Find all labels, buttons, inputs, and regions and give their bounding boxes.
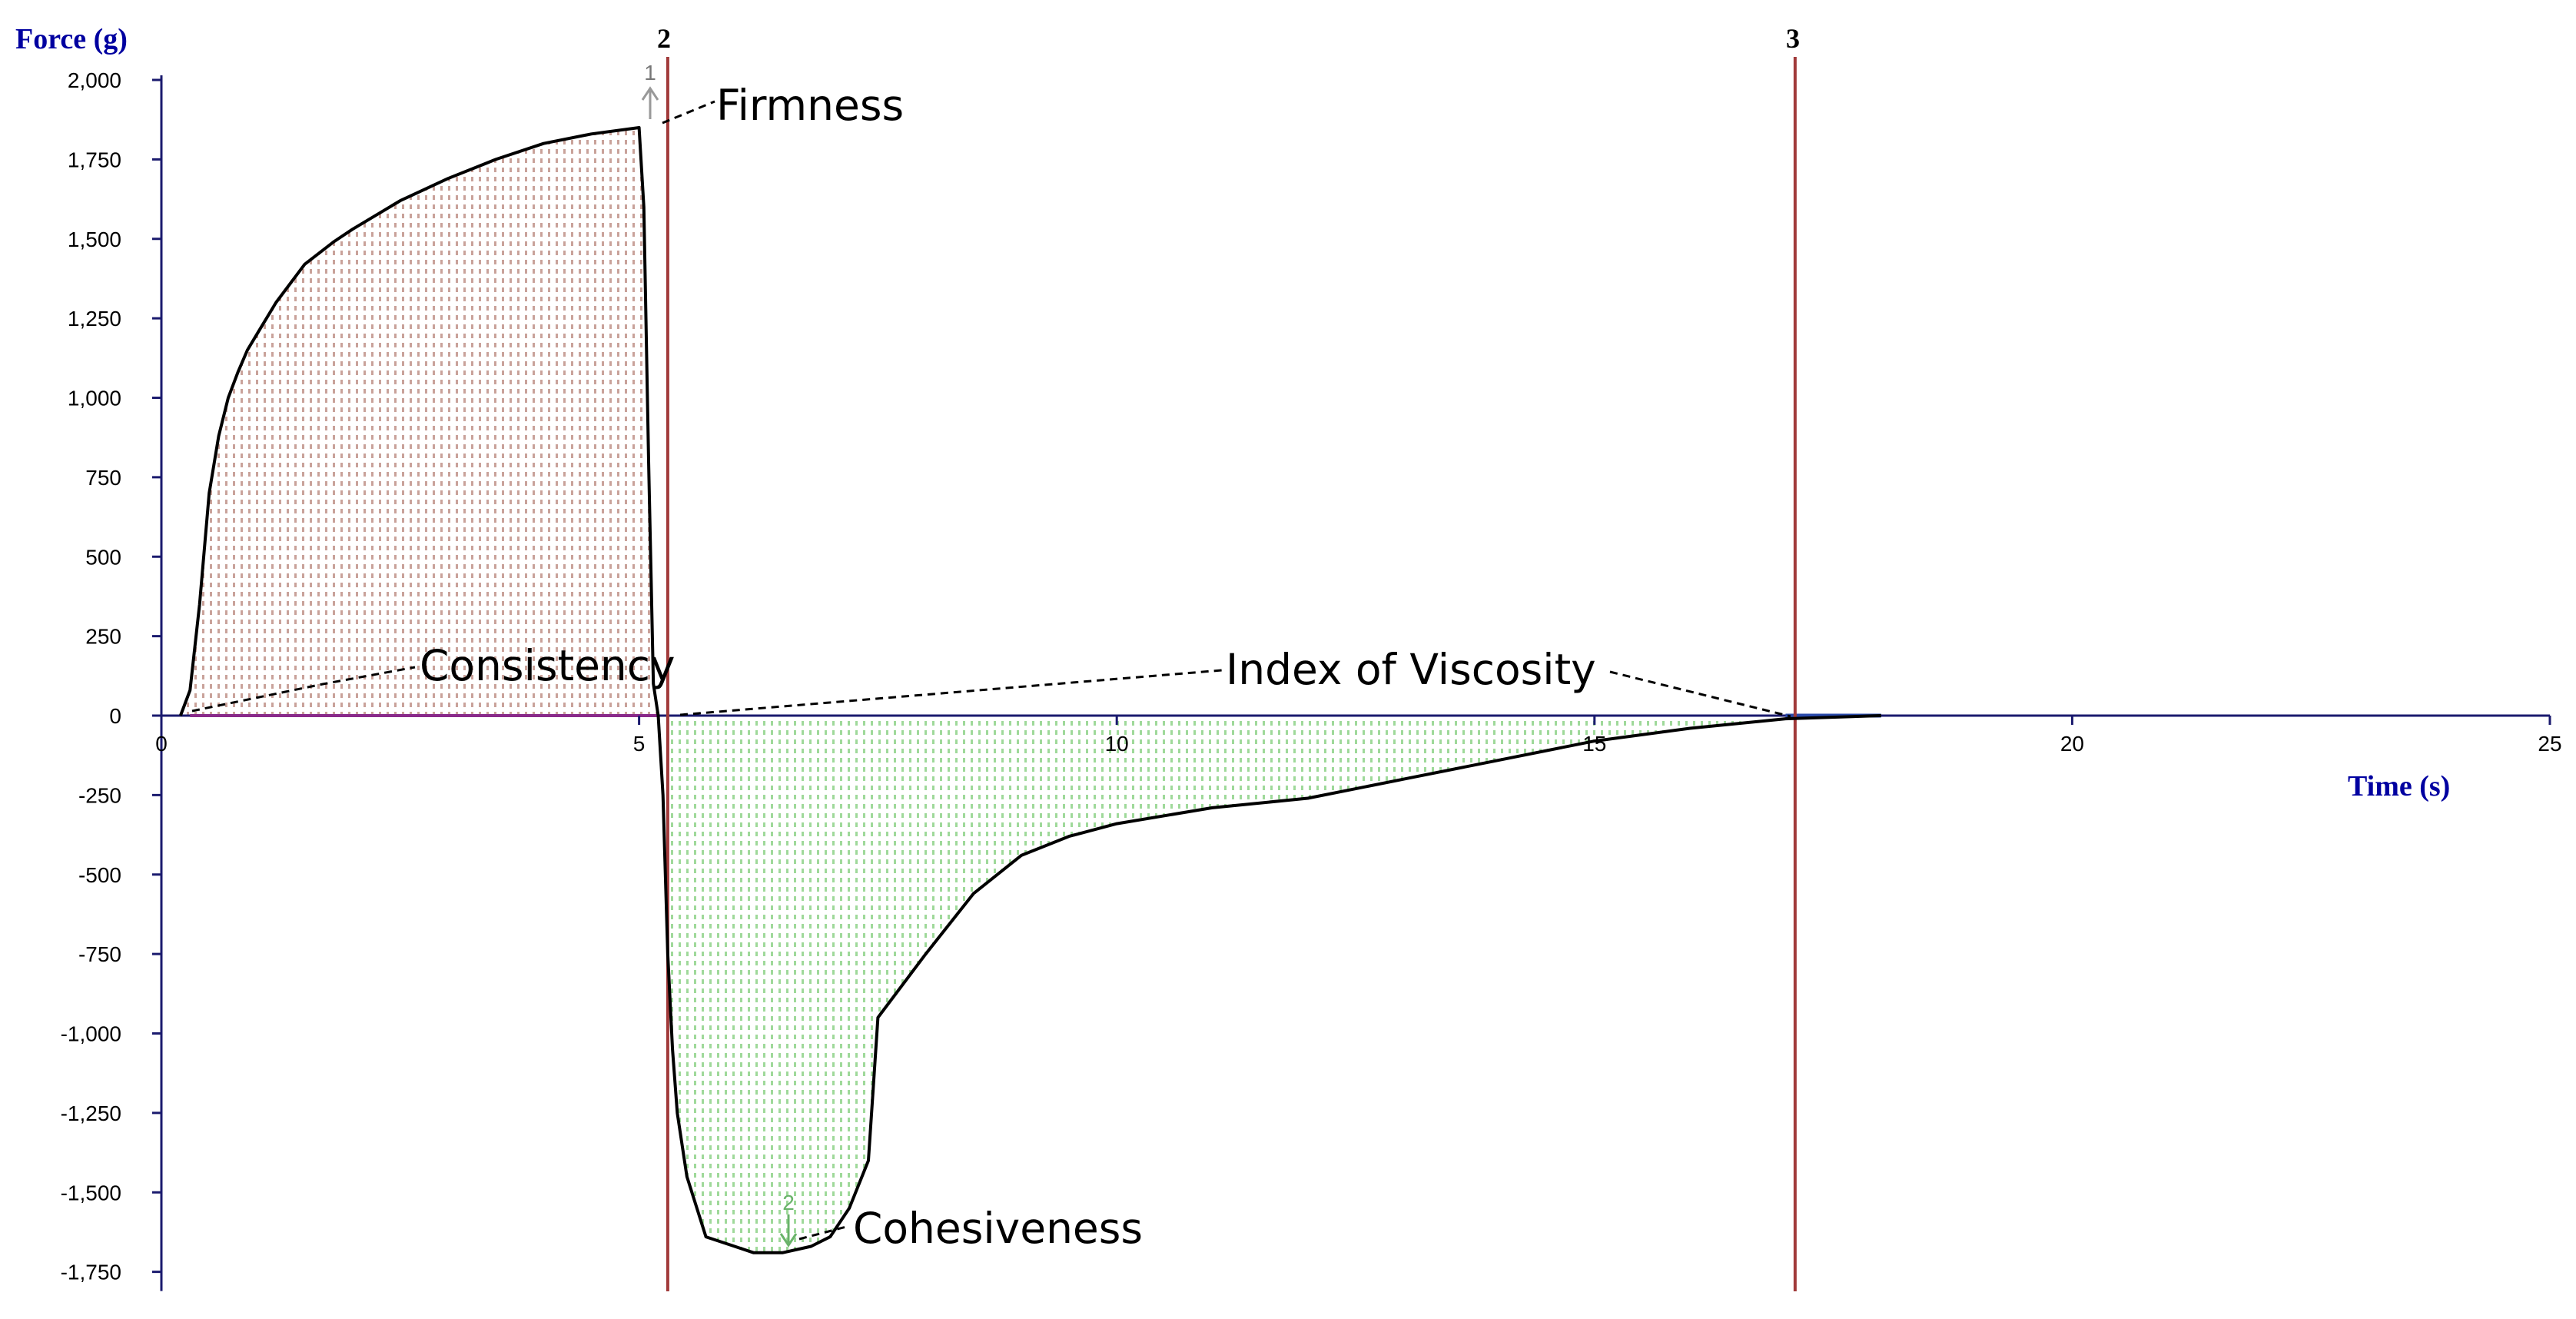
consistency-area [180,128,659,716]
y-tick-label: 250 [85,625,121,649]
peak-marker-2: 2 [779,1191,798,1248]
x-tick-label: 15 [1582,732,1606,756]
x-tick-label: 20 [2060,732,2084,756]
axes [160,75,2550,1291]
y-tick-label: 750 [85,466,121,490]
y-tick-label: 0 [109,704,121,728]
firmness-annotation: Firmness [716,81,904,130]
viscosity-annotation: Index of Viscosity [1226,645,1596,694]
viscosity-leader-right [1609,670,1791,718]
y-axis-ticks: 2,000 1,750 1,500 1,250 1,000 750 500 250 0 -250 -… [61,68,161,1284]
annotation-leaders [191,100,1791,1241]
consistency-annotation: Consistency [420,641,676,690]
y-tick-label: -250 [78,783,121,807]
marker-label-3: 3 [1786,23,1800,54]
point-label-2: 2 [782,1191,795,1214]
viscosity-leader-left [679,669,1223,716]
cohesiveness-leader [798,1224,850,1241]
y-tick-label: -1,250 [61,1101,121,1125]
peak-arrowhead-1 [641,86,659,101]
y-tick-label: -500 [78,863,121,887]
y-tick-label: -1,750 [61,1261,121,1284]
area-fills [180,128,1786,1253]
y-tick-label: 1,000 [68,387,121,410]
y-tick-label: 500 [85,545,121,569]
x-tick-label: 10 [1105,732,1129,756]
x-tick-label: 0 [155,732,168,756]
y-tick-label: 1,500 [68,228,121,251]
force-curve [179,126,1881,1254]
x-axis-ticks: 0 5 10 15 20 25 [155,716,2562,756]
y-tick-label: -1,500 [61,1181,121,1204]
y-tick-label: 1,250 [68,307,121,331]
viscosity-area [667,716,1786,1253]
y-tick-label: -750 [78,942,121,966]
x-axis-title: Time (s) [2348,770,2450,802]
x-tick-label: 25 [2538,732,2561,756]
y-axis-title: Force (g) [15,23,128,55]
peak-marker-1: 1 [641,61,659,119]
marker-lines [666,57,1797,1291]
force-curve-line [179,126,1881,1254]
consistency-leader [191,666,416,713]
y-tick-label: 2,000 [68,68,121,92]
y-tick-label: -1,000 [61,1022,121,1046]
marker-label-2: 2 [657,23,671,54]
x-tick-label: 5 [633,732,646,756]
firmness-leader [662,100,715,125]
cohesiveness-annotation: Cohesiveness [853,1204,1143,1253]
peak-arrowhead-2 [779,1233,798,1248]
y-tick-label: 1,750 [68,148,121,171]
point-label-1: 1 [644,61,656,85]
